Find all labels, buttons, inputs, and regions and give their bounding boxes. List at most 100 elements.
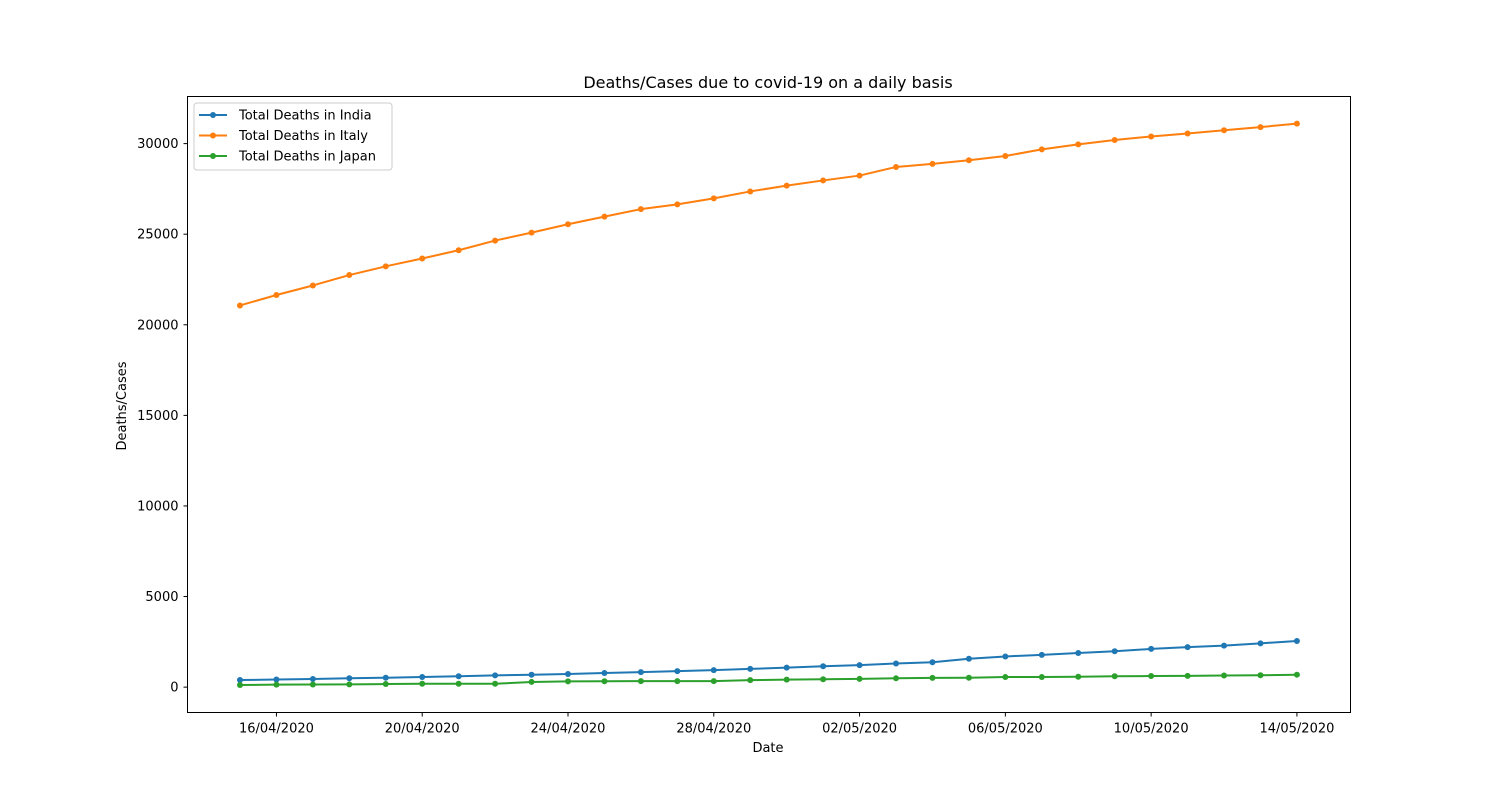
plot-frame [187,96,1351,713]
series-1 [236,637,1300,684]
data-point [820,676,827,683]
data-point [674,668,681,675]
data-point [419,255,426,262]
data-point [1257,640,1264,647]
data-point [309,282,316,289]
data-point [492,237,499,244]
data-point [528,229,535,236]
data-point [747,188,754,195]
x-tick-label: 02/05/2020 [822,722,897,737]
y-tick-label: 30000 [137,137,178,152]
data-point [965,157,972,164]
data-point [528,678,535,685]
data-point [1257,124,1264,131]
x-tick-label: 10/05/2020 [1114,722,1189,737]
data-point [893,660,900,667]
data-point [783,182,790,189]
data-point [492,680,499,687]
data-point [455,680,462,687]
series-line [239,122,1298,307]
data-point [564,221,571,228]
x-tick-label: 28/04/2020 [676,722,751,737]
data-point [346,675,353,682]
data-point [1002,674,1009,681]
data-point [965,674,972,681]
series-3 [236,671,1300,688]
data-point [309,675,316,682]
data-point [783,664,790,671]
y-axis-label: Deaths/Cases [115,361,130,450]
y-tick-label: 25000 [137,228,178,243]
series-line [239,673,1297,686]
series-layer [236,120,1300,688]
data-point [236,302,243,309]
data-point [346,272,353,279]
y-tick-label: 15000 [137,409,178,424]
data-point [1148,133,1155,140]
data-point [236,677,243,684]
data-point [273,676,280,683]
legend-label: Total Deaths in Italy [238,129,368,144]
data-point [674,678,681,685]
data-point [710,667,717,674]
data-point [236,681,243,688]
data-point [965,655,972,662]
data-point [893,675,900,682]
data-point [1293,671,1300,678]
data-point [1038,651,1045,658]
data-point [929,659,936,666]
x-tick-label: 20/04/2020 [385,722,460,737]
legend-swatch-marker [210,132,216,139]
data-point [856,172,863,179]
y-axis: 0 5000 10000 15000 20000 25000 30000 [137,137,188,696]
x-tick-label: 14/05/2020 [1259,722,1334,737]
data-point [601,213,608,220]
data-point [856,662,863,669]
data-point [1293,637,1300,644]
data-point [382,263,389,270]
data-point [1075,673,1082,680]
data-point [382,674,389,681]
x-tick-label: 06/05/2020 [968,722,1043,737]
data-point [455,673,462,680]
data-point [1184,672,1191,679]
data-point [601,678,608,685]
data-point [783,676,790,683]
data-point [1038,146,1045,153]
legend-label: Total Deaths in India [238,109,372,124]
legend-swatch-marker [210,112,216,118]
legend-box [193,102,393,171]
data-point [1293,120,1300,127]
y-tick-label: 5000 [145,590,178,605]
data-point [1075,141,1082,148]
legend-label: Total Deaths in Japan [238,150,376,165]
data-point [1148,673,1155,680]
y-tick-label: 20000 [137,318,178,333]
data-point [273,681,280,688]
data-point [637,678,644,685]
data-point [820,177,827,184]
data-point [419,680,426,687]
data-point [1002,153,1009,160]
data-point [1148,645,1155,652]
data-point [637,206,644,213]
data-point [856,675,863,682]
x-tick-label: 16/04/2020 [239,722,314,737]
data-point [820,663,827,670]
data-point [1257,672,1264,679]
data-point [893,163,900,170]
data-point [455,247,462,254]
x-axis: 16/04/2020 20/04/2020 24/04/2020 28/04/2020… [239,712,1334,737]
data-point [1075,649,1082,656]
data-point [1111,648,1118,655]
data-point [382,681,389,688]
legend-swatch-marker [210,153,216,159]
data-point [710,195,717,202]
data-point [1221,642,1228,649]
data-point [564,671,571,678]
data-point [346,681,353,688]
plot-area [187,96,1351,713]
data-point [710,678,717,685]
x-axis-label: Date [752,741,783,756]
data-point [674,201,681,208]
